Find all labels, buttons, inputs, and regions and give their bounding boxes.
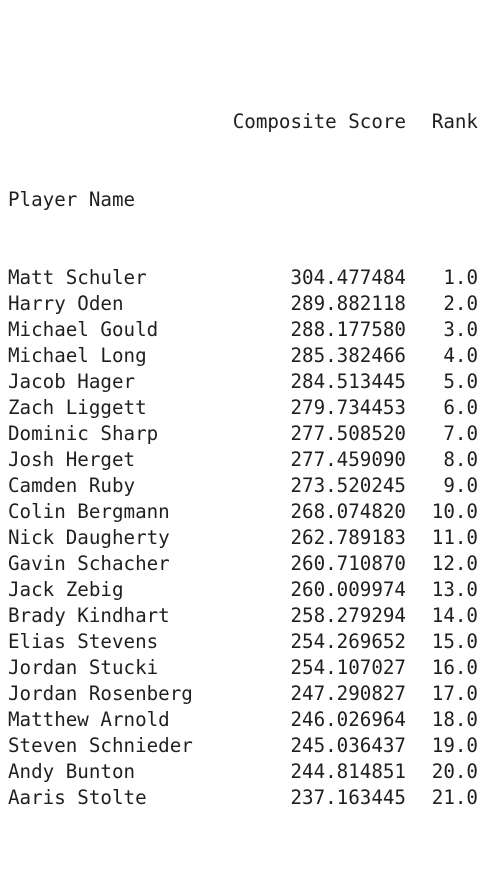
table-row: Aaris Stolte 237.163445 21.0	[8, 785, 478, 811]
table-row: Steven Schnieder 245.036437 19.0	[8, 733, 478, 759]
player-name-cell: Nick Daugherty	[8, 526, 170, 549]
composite-score-cell: 254.107027	[290, 656, 406, 679]
player-name-cell: Dominic Sharp	[8, 422, 159, 445]
table-row: Colin Bergmann 268.074820 10.0	[8, 499, 478, 525]
rank-cell: 12.0	[431, 552, 478, 575]
rank-cell: 14.0	[431, 604, 478, 627]
index-header-player-name: Player Name	[8, 188, 136, 211]
rank-cell: 7.0	[443, 422, 478, 445]
rank-cell: 17.0	[431, 682, 478, 705]
table-row: Michael Long 285.382466 4.0	[8, 343, 478, 369]
rank-cell: 4.0	[443, 344, 478, 367]
table-row: Jack Zebig 260.009974 13.0	[8, 577, 478, 603]
composite-score-cell: 260.009974	[290, 578, 406, 601]
column-header-composite-score: Composite Score	[232, 110, 406, 133]
player-name-cell: Jack Zebig	[8, 578, 124, 601]
player-name-cell: Andy Bunton	[8, 760, 136, 783]
composite-score-cell: 260.710870	[290, 552, 406, 575]
player-name-cell: Colin Bergmann	[8, 500, 170, 523]
composite-score-cell: 246.026964	[290, 708, 406, 731]
rank-cell: 15.0	[431, 630, 478, 653]
composite-score-cell: 258.279294	[290, 604, 406, 627]
rank-cell: 6.0	[443, 396, 478, 419]
rank-cell: 11.0	[431, 526, 478, 549]
composite-score-cell: 244.814851	[290, 760, 406, 783]
player-name-cell: Josh Herget	[8, 448, 136, 471]
column-header-rank: Rank	[431, 110, 478, 133]
composite-score-cell: 237.163445	[290, 786, 406, 809]
rank-cell: 9.0	[443, 474, 478, 497]
player-name-cell: Aaris Stolte	[8, 786, 147, 809]
player-name-cell: Jacob Hager	[8, 370, 136, 393]
rank-cell: 1.0	[443, 266, 478, 289]
table-row: Harry Oden 289.882118 2.0	[8, 291, 478, 317]
rank-cell: 3.0	[443, 318, 478, 341]
table-row: Brady Kindhart 258.279294 14.0	[8, 603, 478, 629]
player-name-cell: Jordan Rosenberg	[8, 682, 193, 705]
table-row: Nick Daugherty 262.789183 11.0	[8, 525, 478, 551]
composite-score-cell: 273.520245	[290, 474, 406, 497]
table-row: Zach Liggett 279.734453 6.0	[8, 395, 478, 421]
rank-cell: 18.0	[431, 708, 478, 731]
composite-score-cell: 289.882118	[290, 292, 406, 315]
composite-score-cell: 285.382466	[290, 344, 406, 367]
player-name-cell: Matt Schuler	[8, 266, 147, 289]
rank-cell: 5.0	[443, 370, 478, 393]
player-name-cell: Camden Ruby	[8, 474, 136, 497]
dataframe-table: Composite Score Rank Player Name Matt Sc…	[8, 57, 478, 863]
dataframe-output: Composite Score Rank Player Name Matt Sc…	[8, 5, 478, 889]
player-name-cell: Zach Liggett	[8, 396, 147, 419]
composite-score-cell: 288.177580	[290, 318, 406, 341]
rank-cell: 13.0	[431, 578, 478, 601]
composite-score-cell: 247.290827	[290, 682, 406, 705]
table-row: Josh Herget 277.459090 8.0	[8, 447, 478, 473]
player-name-cell: Gavin Schacher	[8, 552, 170, 575]
rank-cell: 21.0	[431, 786, 478, 809]
table-row: Elias Stevens 254.269652 15.0	[8, 629, 478, 655]
player-name-cell: Michael Long	[8, 344, 147, 367]
index-header-row: Player Name	[8, 187, 478, 213]
table-row: Jordan Rosenberg 247.290827 17.0	[8, 681, 478, 707]
rank-cell: 16.0	[431, 656, 478, 679]
rank-cell: 10.0	[431, 500, 478, 523]
column-header-row: Composite Score Rank	[8, 109, 478, 135]
rank-cell: 8.0	[443, 448, 478, 471]
rank-cell: 20.0	[431, 760, 478, 783]
composite-score-cell: 277.459090	[290, 448, 406, 471]
composite-score-cell: 245.036437	[290, 734, 406, 757]
table-row: Matt Schuler 304.477484 1.0	[8, 265, 478, 291]
table-row: Gavin Schacher 260.710870 12.0	[8, 551, 478, 577]
table-row: Jordan Stucki 254.107027 16.0	[8, 655, 478, 681]
table-body: Matt Schuler 304.477484 1.0 Harry Oden 289.8…	[8, 265, 478, 811]
player-name-cell: Michael Gould	[8, 318, 159, 341]
table-row: Dominic Sharp 277.508520 7.0	[8, 421, 478, 447]
table-row: Jacob Hager 284.513445 5.0	[8, 369, 478, 395]
composite-score-cell: 268.074820	[290, 500, 406, 523]
composite-score-cell: 304.477484	[290, 266, 406, 289]
composite-score-cell: 284.513445	[290, 370, 406, 393]
player-name-cell: Matthew Arnold	[8, 708, 170, 731]
composite-score-cell: 279.734453	[290, 396, 406, 419]
player-name-cell: Jordan Stucki	[8, 656, 159, 679]
rank-cell: 2.0	[443, 292, 478, 315]
composite-score-cell: 277.508520	[290, 422, 406, 445]
player-name-cell: Brady Kindhart	[8, 604, 170, 627]
table-row: Matthew Arnold 246.026964 18.0	[8, 707, 478, 733]
composite-score-cell: 262.789183	[290, 526, 406, 549]
player-name-cell: Steven Schnieder	[8, 734, 193, 757]
rank-cell: 19.0	[431, 734, 478, 757]
player-name-cell: Harry Oden	[8, 292, 124, 315]
table-row: Camden Ruby 273.520245 9.0	[8, 473, 478, 499]
composite-score-cell: 254.269652	[290, 630, 406, 653]
table-row: Andy Bunton 244.814851 20.0	[8, 759, 478, 785]
table-row: Michael Gould 288.177580 3.0	[8, 317, 478, 343]
player-name-cell: Elias Stevens	[8, 630, 159, 653]
